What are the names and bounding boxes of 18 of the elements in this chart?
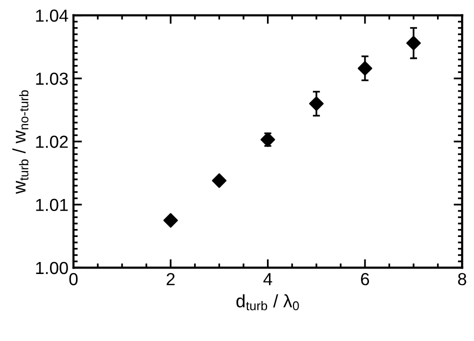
- x-tick-label: 0: [69, 273, 78, 286]
- y-tick-label: 1.00: [36, 262, 68, 274]
- point: [309, 96, 324, 111]
- x-tick-label: 8: [458, 273, 466, 286]
- point: [163, 213, 178, 228]
- x-axis-title: d$_{turb}$ / λ$_{0}$: [236, 294, 299, 310]
- y-tick-label: 1.01: [36, 198, 68, 212]
- y-axis-title: w$_{turb}$ / w$_{no-turb}$: [12, 90, 28, 194]
- x-tick-label: 2: [166, 273, 175, 286]
- y-tick-label: 1.04: [36, 10, 68, 22]
- point: [406, 36, 421, 50]
- x-tick-label: 4: [263, 273, 272, 286]
- y-tick-label: 1.03: [36, 72, 68, 85]
- x-tick-label: 6: [361, 273, 370, 286]
- point: [212, 173, 227, 188]
- point: [260, 132, 276, 147]
- y-tick-label: 1.02: [36, 136, 68, 148]
- point: [358, 61, 372, 76]
